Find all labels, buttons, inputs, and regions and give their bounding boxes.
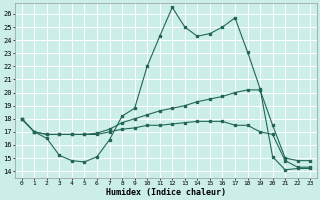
X-axis label: Humidex (Indice chaleur): Humidex (Indice chaleur) [106,188,226,197]
